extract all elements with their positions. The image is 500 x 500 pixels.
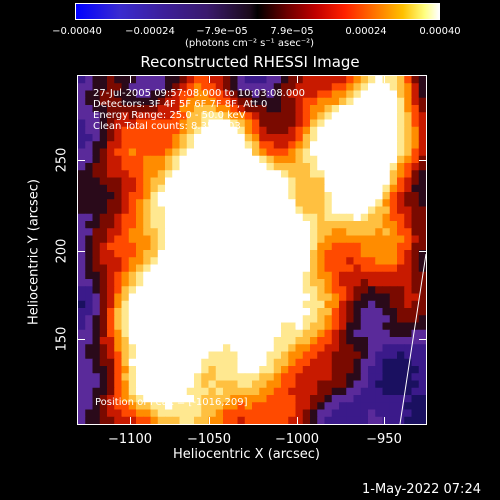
x-tick-label: −1000 xyxy=(275,432,319,447)
y-tick-mark xyxy=(77,251,85,252)
timestamp: 1-May-2022 07:24 xyxy=(362,482,481,497)
x-tick-mark xyxy=(209,75,210,83)
colorbar-tick: −0.00024 xyxy=(125,26,175,37)
y-tick-mark xyxy=(419,251,427,252)
y-tick-label: 200 xyxy=(54,238,70,264)
x-tick-label: −1100 xyxy=(108,432,152,447)
y-tick-mark xyxy=(77,160,85,161)
clean-counts-label: Clean Total counts: 8.35E+03 xyxy=(93,121,241,132)
y-tick-mark xyxy=(419,339,427,340)
colorbar xyxy=(75,3,440,20)
x-tick-mark xyxy=(209,417,210,425)
y-axis-label: Heliocentric Y (arcsec) xyxy=(26,179,42,325)
y-tick-mark xyxy=(77,339,85,340)
colorbar-tick: 7.9e−05 xyxy=(270,26,314,37)
x-tick-mark xyxy=(130,75,131,83)
colorbar-tick: −0.00040 xyxy=(52,26,102,37)
x-tick-mark xyxy=(297,417,298,425)
peak-position-label: Position of Peak = [-1016,209] xyxy=(95,397,248,408)
x-tick-mark xyxy=(384,75,385,83)
colorbar-units: (photons cm⁻² s⁻¹ asec⁻²) xyxy=(185,38,315,49)
heatmap-image xyxy=(78,76,426,424)
x-tick-mark xyxy=(384,417,385,425)
solar-limb-line xyxy=(399,253,426,424)
x-tick-mark xyxy=(130,417,131,425)
colorbar-tick: 0.00024 xyxy=(345,26,387,37)
y-tick-label: 150 xyxy=(54,326,70,352)
x-tick-label: −950 xyxy=(366,432,402,447)
colorbar-tick: 0.00040 xyxy=(419,26,461,37)
energy-range-label: Energy Range: 25.0 - 50.0 keV xyxy=(93,110,246,121)
x-axis-label: Heliocentric X (arcsec) xyxy=(173,447,320,462)
detectors-label: Detectors: 3F 4F 5F 6F 7F 8F, Att 0 xyxy=(93,99,268,110)
x-tick-mark xyxy=(297,75,298,83)
x-tick-label: −1050 xyxy=(187,432,231,447)
colorbar-tick: −7.9e−05 xyxy=(196,26,248,37)
image-title: Reconstructed RHESSI Image xyxy=(140,53,360,71)
y-tick-mark xyxy=(419,160,427,161)
y-tick-label: 250 xyxy=(54,147,70,173)
rhessi-image-plot xyxy=(77,75,427,425)
time-range-label: 27-Jul-2005 09:57:08.000 to 10:03:08.000 xyxy=(93,88,305,99)
